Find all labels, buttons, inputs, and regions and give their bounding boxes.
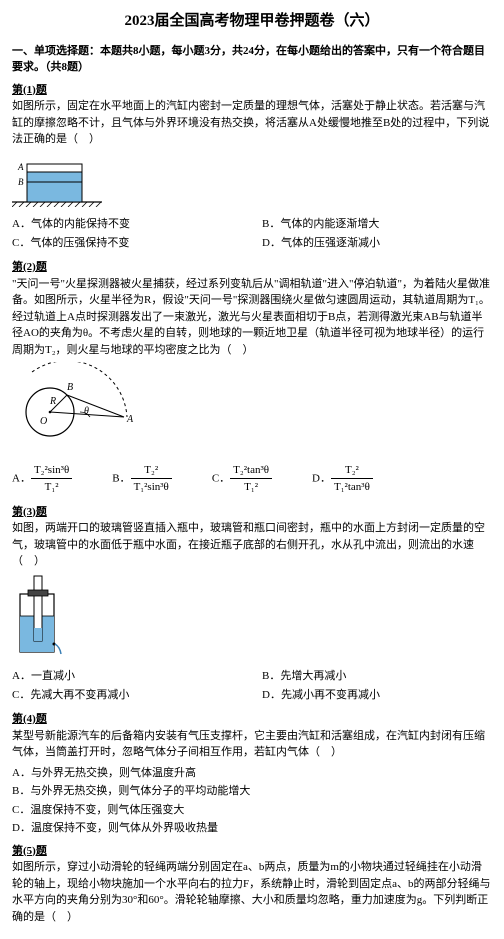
q2-label-A: A (126, 414, 134, 425)
q4-optB: B．与外界无热交换，则气体分子的平均动能增大 (12, 783, 492, 800)
q4-optA: A．与外界无热交换，则气体温度升高 (12, 765, 492, 782)
q2-label-R: R (49, 396, 56, 407)
q3-optC: C．先减大再不变再减小 (12, 687, 242, 704)
q2-label-B: B (67, 382, 73, 393)
q2-label-O: O (40, 416, 47, 427)
q1-text: 如图所示，固定在水平地面上的汽缸内密封一定质量的理想气体，活塞处于静止状态。若活… (12, 98, 492, 148)
q1-label-B: B (18, 177, 24, 187)
q1-optB: B．气体的内能逐渐增大 (262, 216, 492, 233)
q2-figure: O R B A θ (12, 362, 492, 458)
q3-figure (12, 574, 492, 665)
q1-optC: C．气体的压强保持不变 (12, 235, 242, 252)
q5-num: 第(5)题 (12, 843, 492, 860)
q2-num: 第(2)题 (12, 259, 492, 276)
q3-options: A．一直减小 B．先增大再减小 C．先减大再不变再减小 D．先减小再不变再减小 (12, 668, 492, 703)
q1-num: 第(1)题 (12, 82, 492, 99)
q2-optA: A．T₂²sin³θT₁² (12, 462, 72, 496)
q4-optD: D．温度保持不变，则气体从外界吸收热量 (12, 820, 492, 837)
q5-text: 如图所示，穿过小动滑轮的轻绳两端分别固定在a、b两点，质量为m的小物块通过轻绳挂… (12, 859, 492, 925)
q1-optD: D．气体的压强逐渐减小 (262, 235, 492, 252)
q2-options: A．T₂²sin³θT₁² B．T₂²T₁²sin³θ C．T₂²tan³θT₁… (12, 462, 492, 496)
q1-figure: A B (12, 152, 492, 213)
q2-text: "天问一号"火星探测器被火星捕获，经过系列变轨后从"调相轨道"进入"停泊轨道"，… (12, 276, 492, 359)
q4-optC: C．温度保持不变，则气体压强变大 (12, 802, 492, 819)
q1-label-A: A (17, 162, 24, 172)
page-title: 2023届全国高考物理甲卷押题卷（六） (12, 10, 492, 33)
q2-optC: C．T₂²tan³θT₁² (212, 462, 272, 496)
q4-options: A．与外界无热交换，则气体温度升高 B．与外界无热交换，则气体分子的平均动能增大… (12, 765, 492, 837)
q3-optB: B．先增大再减小 (262, 668, 492, 685)
q2-optB: B．T₂²T₁²sin³θ (112, 462, 172, 496)
q3-optA: A．一直减小 (12, 668, 242, 685)
q1-options: A．气体的内能保持不变 B．气体的内能逐渐增大 C．气体的压强保持不变 D．气体… (12, 216, 492, 251)
q4-num: 第(4)题 (12, 711, 492, 728)
q3-num: 第(3)题 (12, 504, 492, 521)
q4-text: 某型号新能源汽车的后备箱内安装有气压支撑杆，它主要由汽缸和活塞组成，在汽缸内封闭… (12, 728, 492, 761)
q3-optD: D．先减小再不变再减小 (262, 687, 492, 704)
q2-optD: D．T₂²T₁²tan³θ (312, 462, 373, 496)
q1-optA: A．气体的内能保持不变 (12, 216, 242, 233)
section-heading: 一、单项选择题：本题共8小题，每小题3分，共24分，在每小题给出的答案中，只有一… (12, 43, 492, 76)
q3-text: 如图，两端开口的玻璃管竖直插入瓶中，玻璃管和瓶口间密封，瓶中的水面上方封闭一定质… (12, 520, 492, 570)
